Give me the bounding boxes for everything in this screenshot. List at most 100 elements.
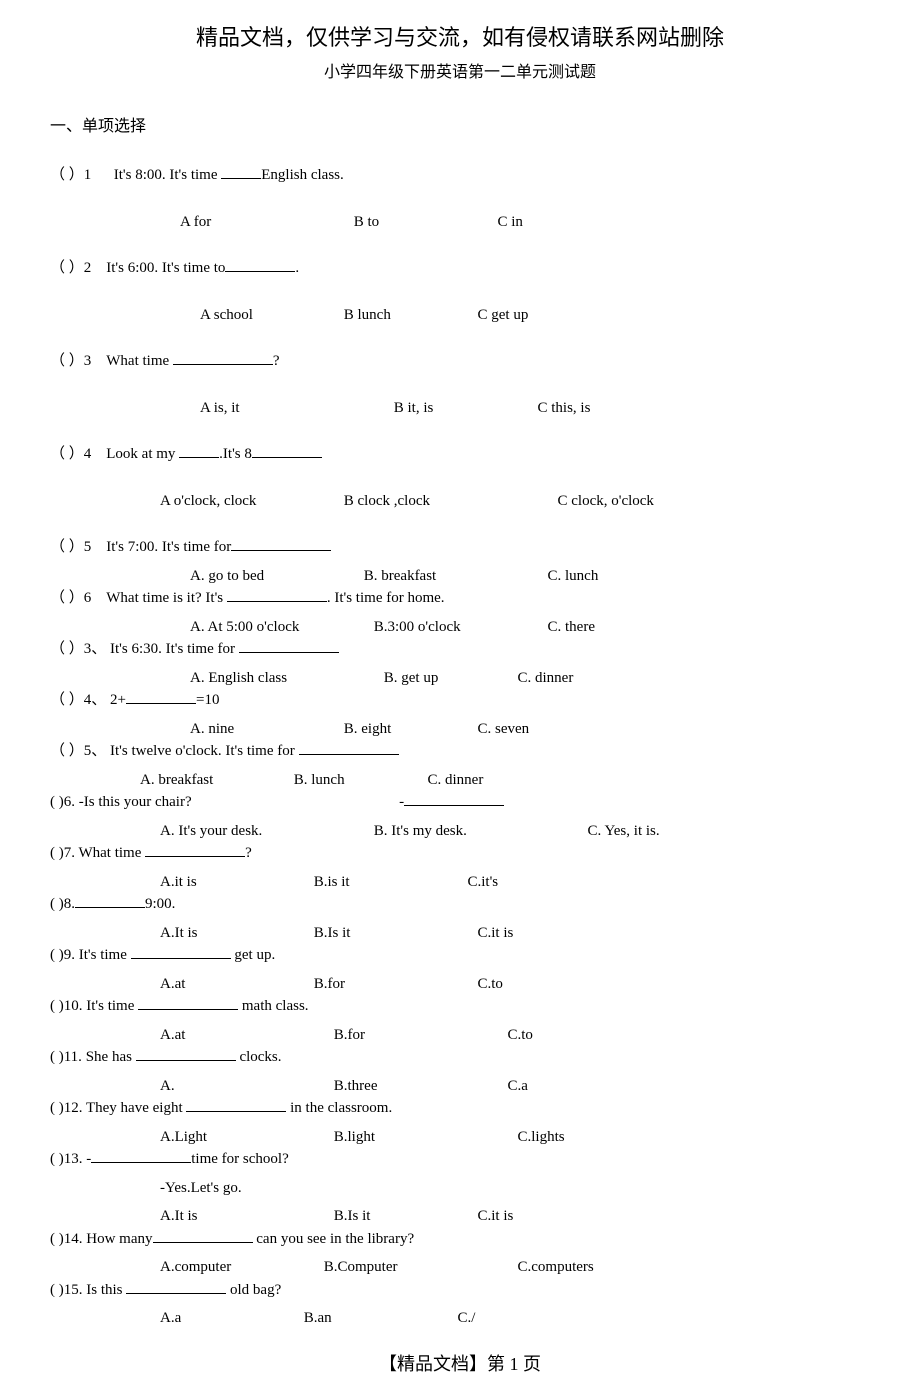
q19-c: C./ xyxy=(458,1310,476,1326)
question-13: ( )13. -time for school? xyxy=(50,1148,870,1171)
q10-options: A. It's your desk. B. It's my desk. C. Y… xyxy=(50,820,870,843)
q6-num: （ ）6 xyxy=(50,590,91,606)
q4-stem-b: .It's 8 xyxy=(219,446,252,462)
q15-stem-b: clocks. xyxy=(236,1049,282,1065)
question-8: ( )8.9:00. xyxy=(50,893,870,916)
q1-num: （ ）1 xyxy=(50,167,91,183)
question-11: ( )11. She has clocks. xyxy=(50,1046,870,1069)
q4-b: B clock ,clock xyxy=(344,490,554,513)
q15-options: A. B.three C.a xyxy=(50,1075,870,1098)
q7-stem-a: It's 6:30. It's time for xyxy=(110,641,239,657)
q12-c: C.it is xyxy=(478,925,514,941)
q7-num: （ ）3、 xyxy=(50,641,106,657)
q2-num: （ ）2 xyxy=(50,260,91,276)
section-title: 一、单项选择 xyxy=(50,112,870,136)
q3-c: C this, is xyxy=(538,400,591,416)
question-1: （ ）1 It's 8:00. It's time English class. xyxy=(50,164,870,187)
q10-stem-a: -Is this your chair? xyxy=(79,794,192,810)
q6-b: B.3:00 o'clock xyxy=(374,616,544,639)
q2-b: B lunch xyxy=(344,304,474,327)
q14-a: A.at xyxy=(160,1024,330,1047)
q11-stem-b: ? xyxy=(245,845,252,861)
q18-a: A.computer xyxy=(160,1256,320,1279)
q14-stem-a: It's time xyxy=(86,998,138,1014)
q13-c: C.to xyxy=(478,976,503,992)
q17-response: -Yes.Let's go. xyxy=(50,1177,870,1200)
blank xyxy=(186,1098,286,1113)
q3-options: A is, it B it, is C this, is xyxy=(50,397,870,420)
blank xyxy=(126,1279,226,1294)
q18-num: ( )14. xyxy=(50,1231,83,1247)
q12-b: B.Is it xyxy=(314,922,474,945)
q12-stem-b: 9:00. xyxy=(145,896,175,912)
question-6: （ ）6 What time is it? It's . It's time f… xyxy=(50,587,870,610)
q6-stem-a: What time is it? It's xyxy=(106,590,227,606)
q5-c: C. lunch xyxy=(548,568,599,584)
q15-b: B.three xyxy=(334,1075,504,1098)
q8-num: （ ）4、 xyxy=(50,692,106,708)
q18-b: B.Computer xyxy=(324,1256,514,1279)
q11-stem-a: What time xyxy=(78,845,145,861)
q13-options: A.at B.for C.to xyxy=(50,973,870,996)
q18-stem-b: can you see in the library? xyxy=(253,1231,415,1247)
q16-stem-b: in the classroom. xyxy=(286,1100,392,1116)
q14-stem-b: math class. xyxy=(238,998,308,1014)
q17-num: ( )13. xyxy=(50,1151,83,1167)
blank xyxy=(227,588,327,603)
q3-stem-b: ? xyxy=(273,353,280,369)
question-2: （ ）2 It's 6:00. It's time to. xyxy=(50,257,870,280)
q7-b: B. get up xyxy=(384,667,514,690)
blank xyxy=(145,843,245,858)
q15-c: C.a xyxy=(508,1078,528,1094)
q5-a: A. go to bed xyxy=(190,565,360,588)
q2-a: A school xyxy=(200,304,340,327)
q10-b: B. It's my desk. xyxy=(374,820,584,843)
q8-stem-b: =10 xyxy=(196,692,219,708)
q9-options: A. breakfast B. lunch C. dinner xyxy=(50,769,870,792)
q9-stem-a: It's twelve o'clock. It's time for xyxy=(110,743,298,759)
q14-b: B.for xyxy=(334,1024,504,1047)
q17-c: C.it is xyxy=(478,1208,514,1224)
q13-stem-b: get up. xyxy=(231,947,276,963)
q17-options: A.It is B.Is it C.it is xyxy=(50,1205,870,1228)
blank xyxy=(136,1047,236,1062)
q3-b: B it, is xyxy=(394,397,534,420)
blank xyxy=(138,996,238,1011)
q4-num: （ ）4 xyxy=(50,446,91,462)
q14-c: C.to xyxy=(508,1027,533,1043)
blank xyxy=(239,639,339,654)
q16-a: A.Light xyxy=(160,1126,330,1149)
question-4b: （ ）4、 2+ =10 xyxy=(50,689,870,712)
q7-c: C. dinner xyxy=(518,670,574,686)
q18-options: A.computer B.Computer C.computers xyxy=(50,1256,870,1279)
q11-options: A.it is B.is it C.it's xyxy=(50,871,870,894)
question-4: （ ）4 Look at my .It's 8 xyxy=(50,443,870,466)
q8-a: A. nine xyxy=(190,718,340,741)
q10-c: C. Yes, it is. xyxy=(588,823,660,839)
blank xyxy=(231,537,331,552)
q8-stem-a: 2+ xyxy=(110,692,126,708)
q10-num: ( )6. xyxy=(50,794,75,810)
q7-a: A. English class xyxy=(190,667,380,690)
q16-num: ( )12. xyxy=(50,1100,83,1116)
q4-c: C clock, o'clock xyxy=(558,493,654,509)
q12-options: A.It is B.Is it C.it is xyxy=(50,922,870,945)
q16-b: B.light xyxy=(334,1126,514,1149)
question-7: ( )7. What time ? xyxy=(50,842,870,865)
q15-a: A. xyxy=(160,1075,330,1098)
blank xyxy=(173,351,273,366)
question-14: ( )14. How many can you see in the libra… xyxy=(50,1228,870,1251)
q3-stem-a: What time xyxy=(106,353,173,369)
q6-options: A. At 5:00 o'clock B.3:00 o'clock C. the… xyxy=(50,616,870,639)
q11-num: ( )7. xyxy=(50,845,75,861)
question-5: （ ）5 It's 7:00. It's time for xyxy=(50,536,870,559)
q2-stem-a: It's 6:00. It's time to xyxy=(106,260,225,276)
question-15: ( )15. Is this old bag? xyxy=(50,1279,870,1302)
q19-num: ( )15. xyxy=(50,1282,83,1298)
q18-c: C.computers xyxy=(518,1259,594,1275)
q19-stem-a: Is this xyxy=(86,1282,126,1298)
q9-num: （ ）5、 xyxy=(50,743,106,759)
blank xyxy=(126,690,196,705)
blank xyxy=(179,444,219,459)
document-page: 精品文档，仅供学习与交流，如有侵权请联系网站删除 小学四年级下册英语第一二单元测… xyxy=(0,0,920,1396)
